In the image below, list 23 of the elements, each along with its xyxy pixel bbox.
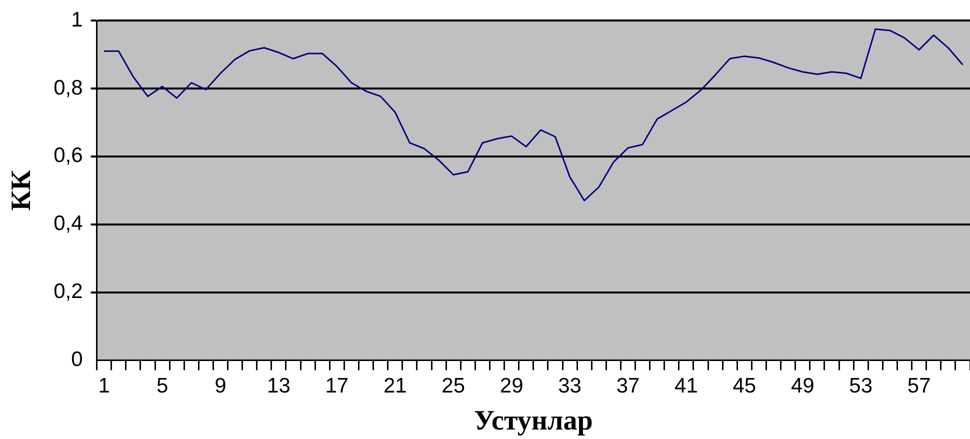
y-axis-title: КК [6, 169, 38, 211]
x-tick-label: 33 [558, 374, 582, 398]
y-tick-label: 1 [71, 8, 83, 32]
x-tick-label: 1 [98, 374, 110, 398]
x-tick-label: 37 [616, 374, 640, 398]
x-tick-label: 25 [442, 374, 466, 398]
y-tick-label: 0,8 [54, 76, 83, 100]
x-axis-title: Устунлар [474, 405, 593, 436]
y-tick-label: 0 [71, 348, 83, 371]
x-tick-label: 17 [325, 374, 349, 398]
x-tick-label: 21 [383, 374, 407, 398]
x-tick-label: 49 [790, 374, 814, 398]
x-tick-label: 9 [214, 374, 226, 398]
y-tick-label: 0,2 [54, 280, 83, 304]
x-tick-label: 41 [674, 374, 698, 398]
x-tick-label: 45 [732, 374, 756, 398]
x-tick-label: 13 [267, 374, 290, 398]
y-tick-label: 0,4 [54, 212, 84, 236]
x-tick-label: 57 [907, 374, 931, 398]
x-tick-label: 53 [849, 374, 873, 398]
x-tick-label: 5 [156, 374, 168, 398]
x-tick-label: 29 [500, 374, 524, 398]
y-tick-label: 0,6 [54, 144, 83, 168]
